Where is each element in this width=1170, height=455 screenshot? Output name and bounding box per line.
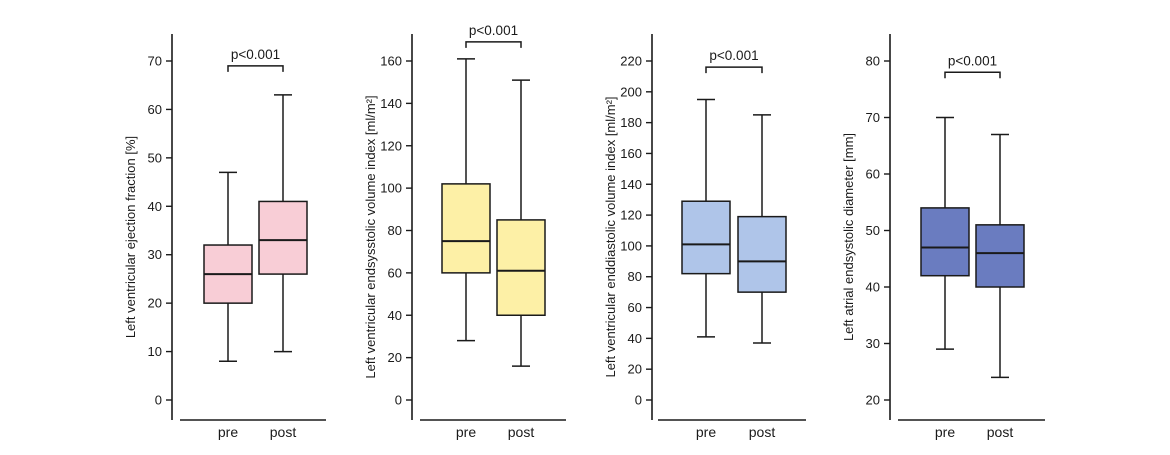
y-axis-label: Left ventricular endsysstolic volume ind…	[363, 95, 378, 378]
y-tick-label: 40	[148, 199, 162, 214]
y-tick-label: 120	[380, 138, 402, 153]
box-pre	[203, 171, 253, 363]
category-label-pre: pre	[696, 424, 716, 440]
significance-label: p<0.001	[469, 23, 518, 38]
y-tick-label: 20	[628, 362, 642, 377]
panel-3: 0 20 40 60 80 100 120 140 160 180 200 220 Left ventr…	[603, 34, 806, 440]
y-tick-label: 20	[148, 296, 162, 311]
iqr-box	[681, 200, 731, 275]
y-tick-label: 140	[380, 96, 402, 111]
category-label-post: post	[270, 424, 297, 440]
y-axis-label: Left atrial endsystolic diameter [mm]	[841, 133, 856, 341]
panel-1: 0 10 20 30 40 50 60 70 Left ventricular ejection…	[123, 34, 326, 440]
category-label-post: post	[987, 424, 1014, 440]
significance-label: p<0.001	[948, 53, 997, 68]
y-axis-label: Left ventricular ejection fraction [%]	[123, 136, 138, 338]
category-label-pre: pre	[218, 424, 238, 440]
y-tick-label: 0	[635, 393, 642, 408]
box-post	[975, 133, 1025, 379]
y-tick-label: 0	[155, 393, 162, 408]
y-tick-label: 40	[628, 331, 642, 346]
y-tick-label: 40	[388, 308, 402, 323]
iqr-box	[441, 183, 491, 274]
iqr-box	[496, 219, 546, 316]
y-tick-label: 50	[866, 223, 880, 238]
box-post	[737, 114, 787, 344]
significance-bracket	[227, 65, 284, 72]
y-tick-label: 100	[620, 238, 642, 253]
y-tick-label: 80	[628, 269, 642, 284]
significance-label: p<0.001	[709, 48, 758, 63]
significance-bracket	[944, 71, 1001, 79]
y-axis-label: Left ventricular enddiastolic volume ind…	[603, 96, 618, 377]
y-tick-label: 140	[620, 177, 642, 192]
y-tick-label: 120	[620, 208, 642, 223]
y-tick-label: 60	[148, 102, 162, 117]
panel-2: 0 20 40 60 80 100 120 140 160 Left ventricular en…	[363, 23, 566, 440]
y-tick-label: 20	[866, 393, 880, 408]
y-tick-label: 30	[866, 336, 880, 351]
significance-bracket	[465, 41, 522, 48]
box-pre	[441, 58, 491, 342]
iqr-box	[737, 215, 787, 293]
iqr-box	[975, 224, 1025, 288]
y-tick-label: 160	[620, 146, 642, 161]
y-tick-label: 30	[148, 247, 162, 262]
y-tick-label: 220	[620, 54, 642, 69]
y-tick-label: 80	[388, 223, 402, 238]
y-tick-label: 60	[388, 265, 402, 280]
y-tick-label: 180	[620, 115, 642, 130]
category-label-pre: pre	[935, 424, 955, 440]
y-tick-label: 40	[866, 280, 880, 295]
significance-label: p<0.001	[231, 47, 280, 62]
box-pre	[920, 116, 970, 350]
box-pre	[681, 98, 731, 338]
y-tick-label: 60	[866, 167, 880, 182]
category-label-pre: pre	[456, 424, 476, 440]
y-tick-label: 200	[620, 84, 642, 99]
y-tick-label: 20	[388, 350, 402, 365]
box-post	[258, 94, 308, 353]
y-tick-label: 10	[148, 344, 162, 359]
y-tick-label: 50	[148, 150, 162, 165]
iqr-box	[920, 207, 970, 277]
y-tick-label: 70	[148, 54, 162, 69]
y-tick-label: 80	[866, 54, 880, 69]
y-tick-label: 100	[380, 181, 402, 196]
category-label-post: post	[749, 424, 776, 440]
iqr-box	[258, 200, 308, 275]
category-label-post: post	[508, 424, 535, 440]
panel-4: 20 30 40 50 60 70 80 Left atrial endsystolic di…	[841, 34, 1045, 440]
y-tick-label: 60	[628, 300, 642, 315]
y-tick-label: 160	[380, 54, 402, 69]
y-tick-label: 0	[395, 393, 402, 408]
box-post	[496, 79, 546, 367]
significance-bracket	[705, 66, 763, 74]
y-tick-label: 70	[866, 110, 880, 125]
